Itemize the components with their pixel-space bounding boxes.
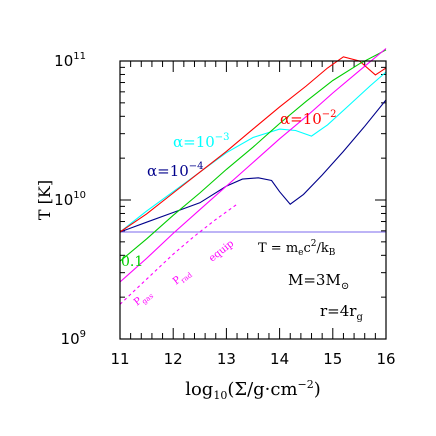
series-line-3 [119, 49, 387, 262]
x-axis-label: log10(Σ/g·cm−2) [185, 378, 321, 402]
minor-ticks [119, 60, 387, 340]
y-axis-label: T [K] [35, 180, 54, 220]
mass-label: M=3M⊙ [288, 271, 349, 292]
x-tick-label: 12 [164, 350, 183, 368]
x-tick-labels: 11 12 13 14 15 16 [110, 350, 395, 368]
y-tick-label: 1010 [54, 190, 86, 209]
y-tick-label: 109 [61, 329, 86, 348]
x-tick-label: 11 [110, 350, 129, 368]
y-tick-labels: 109 1010 1011 [54, 51, 86, 348]
alpha-1e-3-label: α=10−3 [173, 132, 230, 151]
series-line-1 [119, 71, 387, 233]
radius-label: r=4rg [320, 302, 363, 323]
series-line-4 [119, 48, 387, 283]
series-line-5 [119, 203, 238, 305]
plot-frame [119, 60, 387, 340]
alpha-1e-2-label: α=10−2 [280, 109, 337, 128]
tmec2-label: T = mec2/kB [258, 239, 336, 258]
x-tick-label: 15 [323, 350, 342, 368]
x-tick-label: 14 [270, 350, 289, 368]
alpha-1e-4-label: α=10−4 [147, 161, 204, 180]
series-group [119, 48, 387, 305]
x-tick-label: 16 [376, 350, 395, 368]
equip-label: equip [207, 238, 236, 264]
prad-label: Prad [171, 267, 194, 289]
series-line-2 [119, 56, 387, 233]
alpha-0.1-label: 0.1 [121, 254, 143, 270]
y-tick-label: 1011 [54, 51, 86, 70]
series-line-0 [119, 99, 387, 233]
x-tick-label: 13 [217, 350, 236, 368]
pgas-label: Pgas [132, 288, 155, 310]
